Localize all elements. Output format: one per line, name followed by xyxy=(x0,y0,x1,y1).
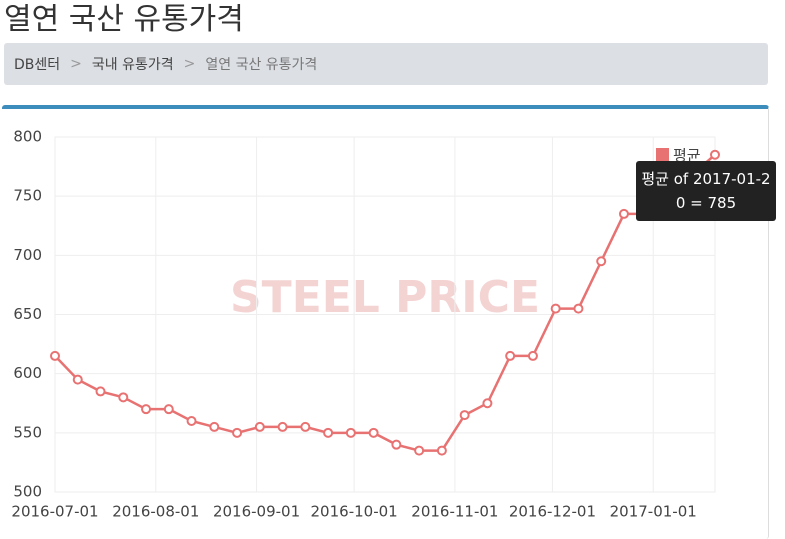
point xyxy=(141,404,152,415)
point xyxy=(118,392,129,403)
point xyxy=(277,421,288,432)
x-tick-label: 2016-07-01 xyxy=(11,503,98,521)
y-tick-label: 600 xyxy=(13,364,42,382)
separator: > xyxy=(183,56,196,72)
point xyxy=(527,350,538,361)
point xyxy=(232,427,243,438)
breadcrumb: DB센터 > 국내 유통가격 > 열연 국산 유통가격 xyxy=(4,43,768,85)
point xyxy=(414,445,425,456)
point xyxy=(209,421,220,432)
point xyxy=(323,427,334,438)
point xyxy=(482,398,493,409)
x-tick-label: 2016-08-01 xyxy=(112,503,199,521)
point xyxy=(50,350,60,361)
point xyxy=(550,303,561,314)
legend-swatch xyxy=(656,148,669,161)
point xyxy=(391,439,402,450)
breadcrumb-item: 열연 국산 유통가격 xyxy=(205,57,318,73)
point xyxy=(618,208,629,219)
chart: STEEL PRICE 500 550 600 650 700 750 800 2016-07… xyxy=(11,128,720,521)
point xyxy=(345,427,356,438)
legend-label: 평균 xyxy=(673,147,701,165)
point xyxy=(186,416,197,426)
point xyxy=(72,374,83,385)
x-tick-label: 2016-10-01 xyxy=(311,503,398,521)
panel xyxy=(2,105,769,539)
page-title: 열연 국산 유통가격 xyxy=(4,2,244,37)
point xyxy=(368,427,379,438)
y-tick-label: 700 xyxy=(13,246,42,264)
breadcrumb-item[interactable]: DB센터 xyxy=(14,57,61,73)
point xyxy=(710,149,720,160)
point xyxy=(95,386,106,397)
point xyxy=(436,445,447,456)
tooltip: 평균 of 2017-01-20 = 785 xyxy=(636,161,776,221)
y-tick-label: 500 xyxy=(13,483,42,501)
point xyxy=(163,404,174,415)
x-tick-label: 2016-09-01 xyxy=(213,503,300,521)
point xyxy=(573,303,584,314)
breadcrumb-item[interactable]: 국내 유통가격 xyxy=(91,57,174,73)
point xyxy=(505,350,516,361)
x-tick-label: 2016-11-01 xyxy=(411,503,498,521)
x-tick-label: 2016-12-01 xyxy=(509,503,596,521)
y-tick-label: 800 xyxy=(13,128,42,146)
y-tick-label: 750 xyxy=(13,187,42,205)
point xyxy=(300,421,311,432)
y-tick-label: 650 xyxy=(13,305,42,323)
x-tick-label: 2017-01-01 xyxy=(610,503,697,521)
point xyxy=(596,256,607,267)
separator: > xyxy=(70,56,82,72)
point xyxy=(459,410,470,421)
watermark: STEEL PRICE xyxy=(230,272,540,323)
line xyxy=(54,153,716,452)
y-tick-label: 550 xyxy=(13,423,42,441)
point xyxy=(254,421,265,432)
